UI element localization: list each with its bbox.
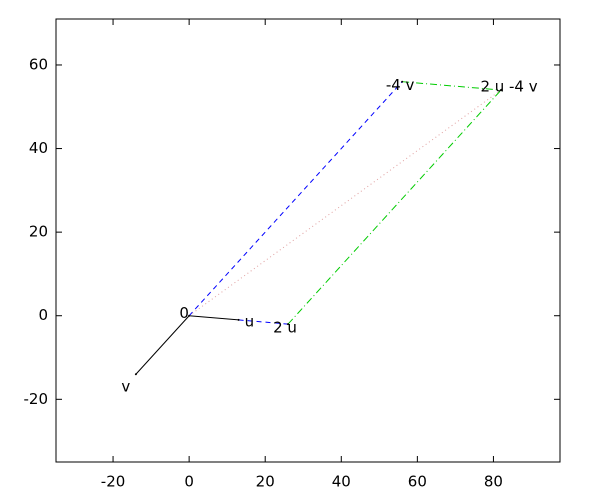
- vector-point: [237, 318, 240, 321]
- y-tick-label: 20: [29, 223, 48, 241]
- x-tick-label: 80: [484, 473, 503, 491]
- x-tick-label: 20: [256, 473, 275, 491]
- x-tick-label: -20: [101, 473, 126, 491]
- vector-point: [188, 314, 191, 317]
- vector-line: [189, 315, 239, 321]
- point-label: -4 v: [386, 76, 415, 94]
- x-tick-label: 0: [184, 473, 194, 491]
- y-tick-label: 60: [29, 55, 48, 73]
- x-tick-label: 60: [408, 473, 427, 491]
- y-tick-label: -20: [24, 390, 49, 408]
- y-tick-label: 40: [29, 139, 48, 157]
- vector-point: [134, 373, 137, 376]
- vector-line: [135, 315, 190, 375]
- vector-point: [287, 323, 290, 326]
- vector-line: [188, 89, 502, 317]
- point-label: 2 u: [273, 319, 297, 337]
- point-label: u: [245, 312, 255, 330]
- vector-line: [287, 89, 502, 325]
- vector-line: [402, 81, 502, 91]
- point-label: v: [121, 378, 130, 396]
- vector-point: [500, 89, 503, 92]
- x-tick-label: 40: [332, 473, 351, 491]
- plot-frame: [55, 18, 561, 463]
- y-tick-label: 0: [38, 306, 48, 324]
- vector-point: [401, 80, 404, 83]
- point-label: 0: [179, 304, 189, 322]
- vector-line: [188, 81, 403, 317]
- point-label: 2 u -4 v: [480, 78, 537, 96]
